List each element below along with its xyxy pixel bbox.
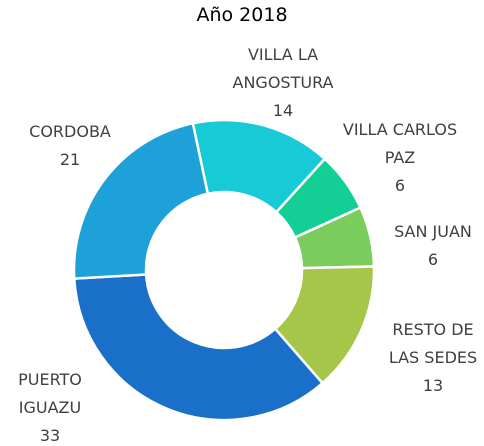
data-label: SAN JUAN 6 (378, 218, 484, 274)
data-label: VILLA LA ANGOSTURA 14 (218, 41, 348, 125)
slice (72, 273, 325, 422)
category-label: RESTO DE LAS SEDES (388, 320, 478, 367)
value-label: 13 (422, 376, 444, 395)
category-label: VILLA CARLOS PAZ (342, 120, 458, 167)
category-label: VILLA LA ANGOSTURA (232, 45, 334, 92)
data-label: VILLA CARLOS PAZ 6 (328, 116, 473, 200)
value-label: 6 (394, 176, 406, 195)
category-label: PUERTO IGUAZU (18, 370, 82, 417)
data-label: RESTO DE LAS SEDES 13 (381, 316, 484, 400)
slice (72, 121, 210, 280)
chart-title: Año 2018 (196, 4, 288, 26)
value-label: 33 (39, 426, 61, 445)
value-label: 6 (427, 250, 439, 269)
value-label: 21 (59, 150, 81, 169)
data-label: PUERTO IGUAZU 33 (8, 366, 93, 446)
category-label: SAN JUAN (394, 222, 472, 241)
value-label: 14 (272, 101, 294, 120)
data-label: CORDOBA 21 (20, 118, 120, 174)
category-label: CORDOBA (29, 122, 111, 141)
